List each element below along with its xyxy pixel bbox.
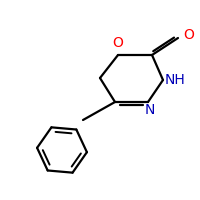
Text: O: O: [113, 36, 123, 50]
Text: N: N: [145, 103, 155, 117]
Text: NH: NH: [165, 73, 185, 87]
Text: O: O: [183, 28, 194, 42]
